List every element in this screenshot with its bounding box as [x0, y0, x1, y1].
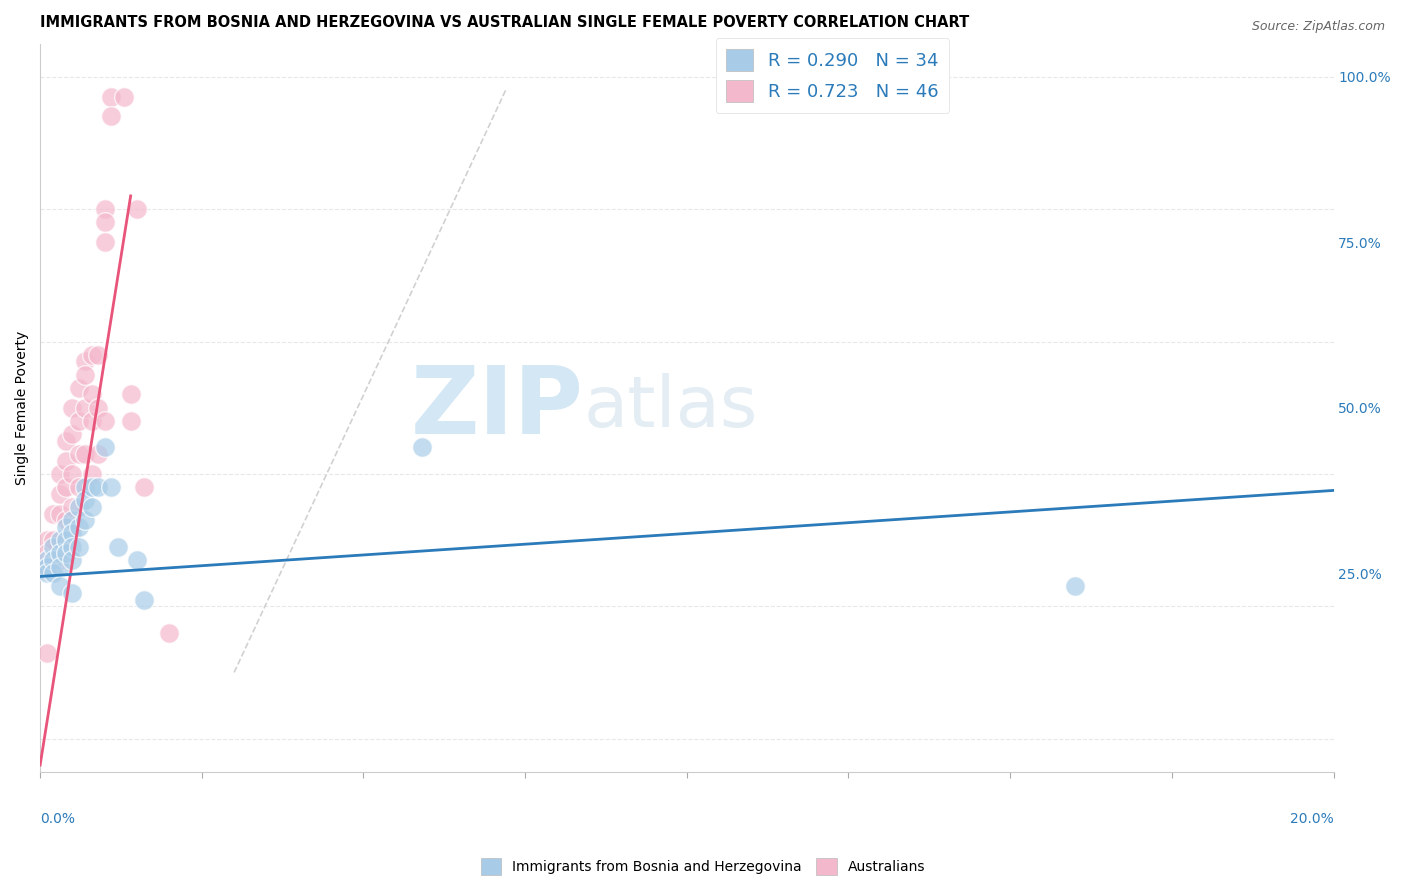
Point — [132, 480, 155, 494]
Point — [67, 381, 90, 395]
Point — [48, 553, 70, 567]
Point — [80, 414, 103, 428]
Point — [55, 520, 77, 534]
Point — [67, 447, 90, 461]
Point — [62, 526, 84, 541]
Point — [75, 493, 97, 508]
Point — [35, 546, 58, 560]
Point — [42, 533, 65, 547]
Point — [94, 414, 117, 428]
Point — [42, 553, 65, 567]
Point — [48, 487, 70, 501]
Point — [67, 520, 90, 534]
Point — [75, 480, 97, 494]
Point — [55, 453, 77, 467]
Text: 20.0%: 20.0% — [1289, 812, 1333, 826]
Point — [94, 441, 117, 455]
Point — [48, 546, 70, 560]
Point — [62, 586, 84, 600]
Point — [42, 507, 65, 521]
Legend: Immigrants from Bosnia and Herzegovina, Australians: Immigrants from Bosnia and Herzegovina, … — [475, 853, 931, 880]
Point — [35, 559, 58, 574]
Point — [112, 89, 135, 103]
Y-axis label: Single Female Poverty: Single Female Poverty — [15, 331, 30, 485]
Point — [120, 387, 142, 401]
Point — [75, 368, 97, 382]
Point — [35, 559, 58, 574]
Text: ZIP: ZIP — [411, 361, 583, 454]
Text: IMMIGRANTS FROM BOSNIA AND HERZEGOVINA VS AUSTRALIAN SINGLE FEMALE POVERTY CORRE: IMMIGRANTS FROM BOSNIA AND HERZEGOVINA V… — [41, 15, 969, 30]
Point — [55, 513, 77, 527]
Point — [67, 540, 90, 554]
Point — [48, 579, 70, 593]
Point — [55, 480, 77, 494]
Legend: R = 0.290   N = 34, R = 0.723   N = 46: R = 0.290 N = 34, R = 0.723 N = 46 — [716, 38, 949, 113]
Point — [94, 202, 117, 216]
Point — [127, 202, 149, 216]
Point — [75, 447, 97, 461]
Text: Source: ZipAtlas.com: Source: ZipAtlas.com — [1251, 20, 1385, 33]
Point — [100, 110, 122, 124]
Point — [87, 447, 110, 461]
Point — [94, 215, 117, 229]
Point — [35, 646, 58, 660]
Point — [48, 559, 70, 574]
Point — [55, 434, 77, 448]
Point — [48, 533, 70, 547]
Point — [75, 513, 97, 527]
Point — [87, 401, 110, 415]
Point — [80, 387, 103, 401]
Point — [67, 500, 90, 514]
Point — [87, 480, 110, 494]
Point — [1063, 579, 1085, 593]
Point — [411, 441, 433, 455]
Point — [75, 354, 97, 368]
Point — [87, 348, 110, 362]
Point — [94, 235, 117, 250]
Point — [120, 414, 142, 428]
Point — [100, 480, 122, 494]
Point — [62, 553, 84, 567]
Point — [35, 566, 58, 581]
Point — [132, 592, 155, 607]
Point — [42, 566, 65, 581]
Point — [42, 553, 65, 567]
Point — [159, 625, 181, 640]
Point — [75, 401, 97, 415]
Point — [107, 540, 129, 554]
Point — [35, 553, 58, 567]
Point — [67, 414, 90, 428]
Point — [62, 540, 84, 554]
Point — [55, 546, 77, 560]
Point — [62, 467, 84, 481]
Point — [62, 500, 84, 514]
Point — [42, 540, 65, 554]
Point — [62, 401, 84, 415]
Point — [80, 348, 103, 362]
Point — [48, 507, 70, 521]
Point — [62, 427, 84, 442]
Point — [80, 500, 103, 514]
Text: atlas: atlas — [583, 373, 758, 442]
Text: 0.0%: 0.0% — [41, 812, 75, 826]
Point — [67, 480, 90, 494]
Point — [62, 513, 84, 527]
Point — [55, 533, 77, 547]
Point — [48, 467, 70, 481]
Point — [80, 480, 103, 494]
Point — [127, 553, 149, 567]
Point — [80, 467, 103, 481]
Point — [100, 89, 122, 103]
Point — [35, 533, 58, 547]
